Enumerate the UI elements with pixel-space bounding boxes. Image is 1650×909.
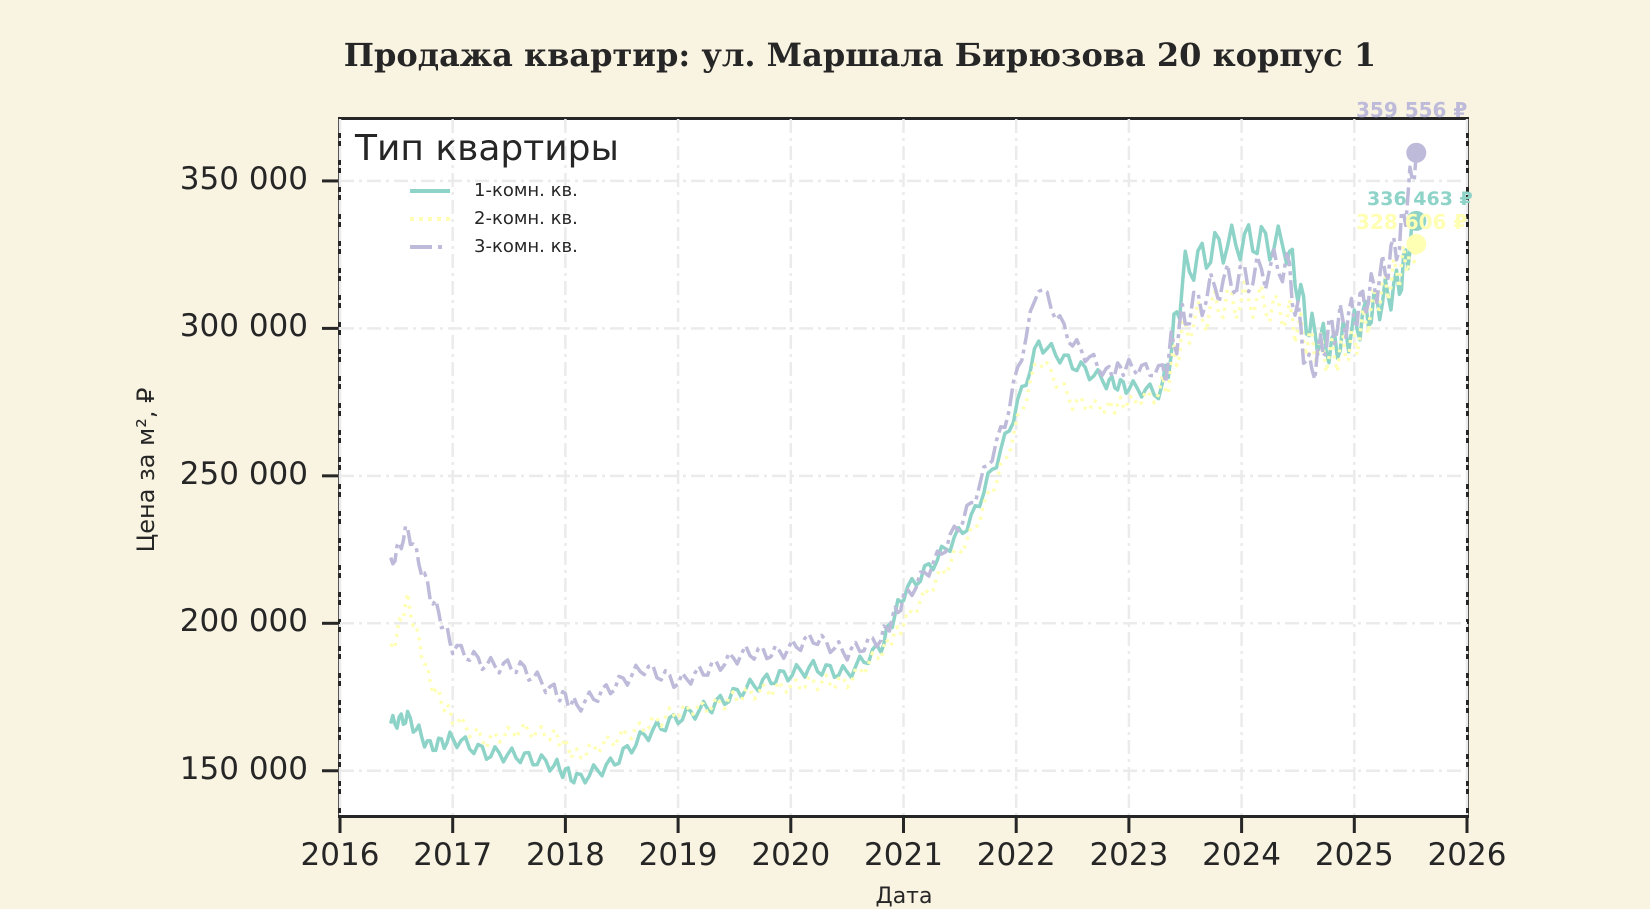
x-tick-label: 2022 bbox=[976, 837, 1056, 873]
legend-item-1room: 1-комн. кв. bbox=[410, 180, 578, 201]
x-tick-label: 2021 bbox=[864, 837, 943, 873]
annotation-1room-last: 336 463 ₽ bbox=[1367, 188, 1473, 210]
annotation-2room-last: 328 606 ₽ bbox=[1356, 210, 1468, 234]
y-tick-label: 350 000 bbox=[179, 160, 308, 197]
series-line bbox=[389, 216, 1418, 785]
y-tick-label: 300 000 bbox=[179, 308, 308, 345]
y-axis-label: Цена за м², ₽ bbox=[132, 387, 160, 553]
legend-label: 2-комн. кв. bbox=[474, 208, 578, 229]
series-line bbox=[389, 152, 1419, 713]
x-tick-label: 2025 bbox=[1314, 837, 1394, 873]
y-tick-label: 250 000 bbox=[179, 455, 308, 492]
legend-item-2room: 2-комн. кв. bbox=[410, 208, 578, 229]
grid-lines bbox=[338, 119, 1469, 815]
x-tick-label: 2023 bbox=[1089, 837, 1169, 873]
dotted-line-icon bbox=[410, 216, 450, 221]
y-tick-label: 200 000 bbox=[179, 603, 308, 640]
x-axis-label: Дата bbox=[875, 884, 933, 909]
last-value-marker bbox=[1406, 142, 1427, 163]
last-value-marker bbox=[1406, 234, 1427, 255]
end-markers bbox=[1406, 142, 1427, 255]
dashdot-line-icon bbox=[410, 244, 450, 249]
x-tick-label: 2016 bbox=[300, 837, 380, 873]
axis-ticks bbox=[322, 179, 1469, 833]
legend-label: 1-комн. кв. bbox=[474, 180, 578, 201]
x-tick-label: 2017 bbox=[413, 837, 493, 873]
x-tick-label: 2018 bbox=[525, 837, 605, 873]
x-tick-label: 2024 bbox=[1202, 837, 1282, 873]
y-tick-label: 150 000 bbox=[179, 750, 308, 787]
data-lines bbox=[389, 152, 1419, 785]
legend-title: Тип квартиры bbox=[355, 128, 619, 169]
legend-item-3room: 3-комн. кв. bbox=[410, 236, 578, 257]
series-line bbox=[389, 235, 1419, 760]
x-tick-label: 2026 bbox=[1427, 837, 1507, 873]
last-value-marker bbox=[1406, 210, 1427, 231]
legend-label: 3-комн. кв. bbox=[474, 236, 578, 257]
solid-line-icon bbox=[410, 188, 450, 193]
x-tick-label: 2020 bbox=[751, 837, 831, 873]
chart-title: Продажа квартир: ул. Маршала Бирюзова 20… bbox=[343, 36, 1377, 74]
x-tick-label: 2019 bbox=[638, 837, 718, 873]
annotation-3room-last: 359 556 ₽ bbox=[1356, 98, 1468, 122]
